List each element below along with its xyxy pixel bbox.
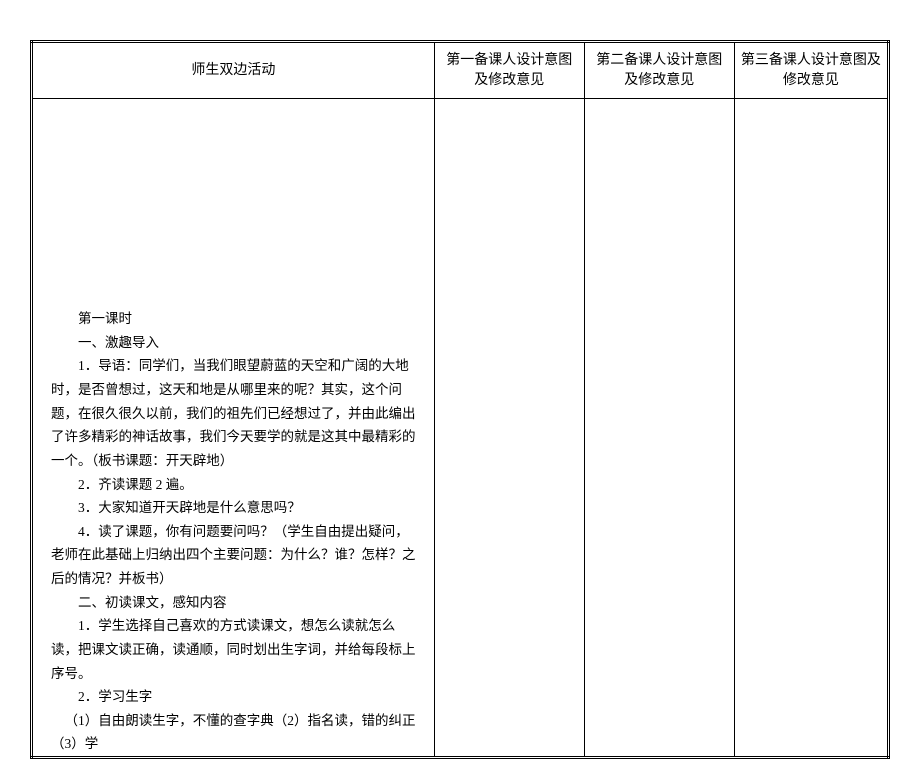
content-item-5: 1．学生选择自己喜欢的方式读课文，想怎么读就怎么读，把课文读正确，读通顺，同时划…	[51, 614, 416, 685]
content-item-6: 2．学习生字	[51, 685, 416, 709]
content-item-1: 1．导语：同学们，当我们眼望蔚蓝的天空和广阔的大地时，是否曾想过，这天和地是从哪…	[51, 354, 416, 472]
activity-content-cell: 第一课时 一、激趣导入 1．导语：同学们，当我们眼望蔚蓝的天空和广阔的大地时，是…	[32, 99, 435, 758]
header-col3: 第二备课人设计意图及修改意见	[584, 42, 734, 99]
reviewer1-cell	[434, 99, 584, 758]
header-col1: 师生双边活动	[32, 42, 435, 99]
reviewer3-cell	[734, 99, 888, 758]
lesson-title: 第一课时	[51, 307, 416, 331]
table-content-row: 第一课时 一、激趣导入 1．导语：同学们，当我们眼望蔚蓝的天空和广阔的大地时，是…	[32, 99, 889, 758]
header-col4: 第三备课人设计意图及修改意见	[734, 42, 888, 99]
header-col2: 第一备课人设计意图及修改意见	[434, 42, 584, 99]
reviewer2-cell	[584, 99, 734, 758]
lesson-plan-table: 师生双边活动 第一备课人设计意图及修改意见 第二备课人设计意图及修改意见 第三备…	[30, 40, 890, 759]
content-item-2: 2．齐读课题 2 遍。	[51, 473, 416, 497]
blank-spacer	[51, 107, 416, 307]
content-item-7: （1）自由朗读生字，不懂的查字典（2）指名读，错的纠正（3）学	[51, 709, 416, 756]
section1-title: 一、激趣导入	[51, 331, 416, 355]
section2-title: 二、初读课文，感知内容	[51, 591, 416, 615]
content-item-4: 4．读了课题，你有问题要问吗？（学生自由提出疑问，老师在此基础上归纳出四个主要问…	[51, 520, 416, 591]
table-header-row: 师生双边活动 第一备课人设计意图及修改意见 第二备课人设计意图及修改意见 第三备…	[32, 42, 889, 99]
content-item-3: 3．大家知道开天辟地是什么意思吗？	[51, 496, 416, 520]
